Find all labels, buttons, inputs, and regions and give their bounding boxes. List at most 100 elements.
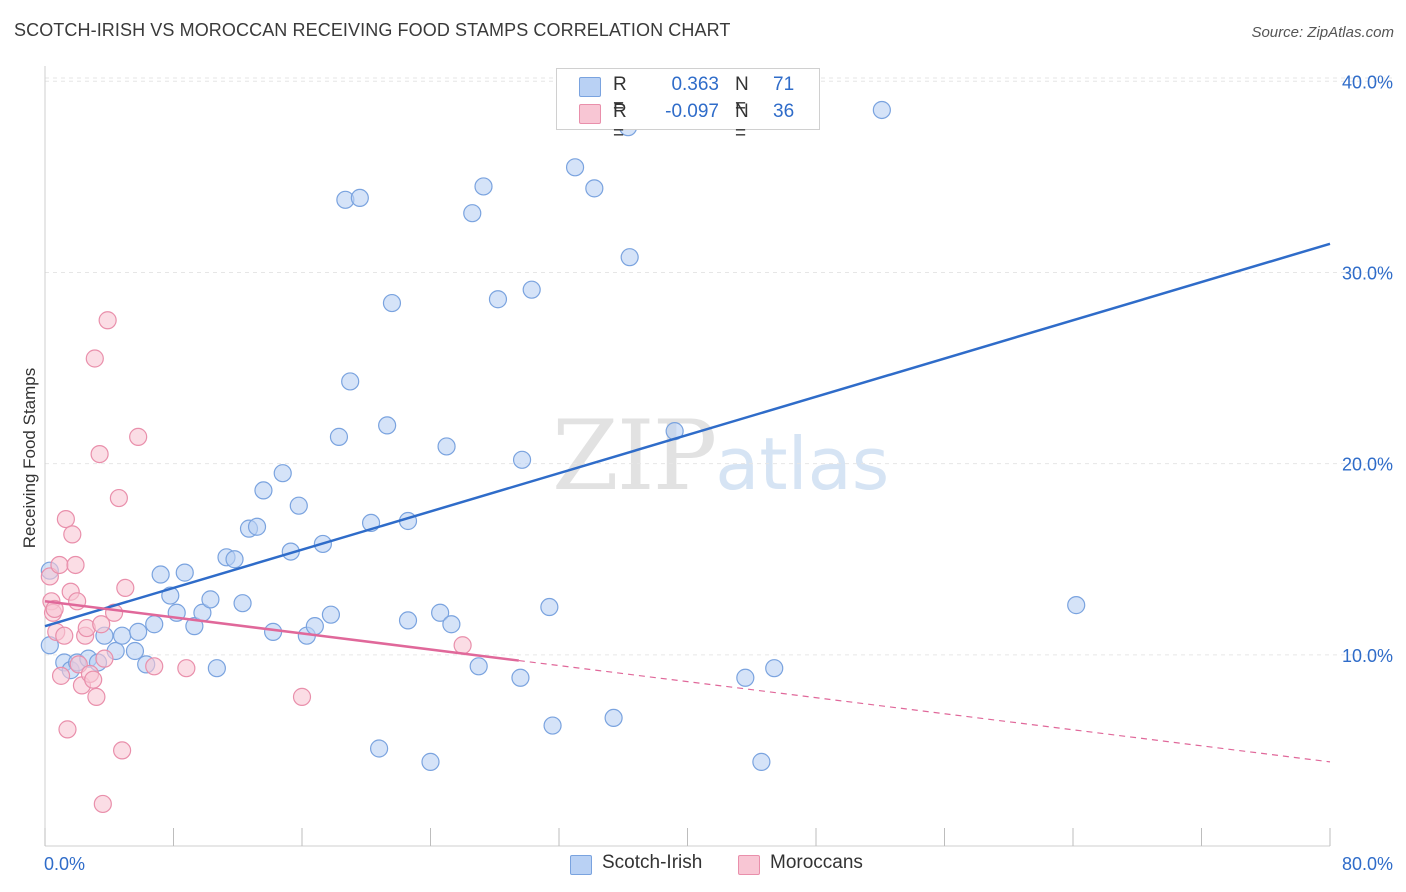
moroccan-point [116, 578, 135, 598]
stats-swatch-scotch-irish [579, 77, 601, 97]
stats-n-value: 71 [773, 74, 795, 95]
stats-r-value: -0.097 [665, 101, 719, 122]
scotch-irish-point [175, 563, 194, 582]
scotch-irish-point [125, 641, 145, 661]
stats-n-value: 36 [773, 101, 795, 122]
stats-n-label: N = [735, 101, 749, 144]
legend-label: Scotch-Irish [602, 852, 703, 873]
scotch-irish-point [382, 293, 402, 313]
scotch-irish-point [1067, 596, 1086, 615]
scotch-irish-point [765, 659, 784, 678]
scotch-irish-trendline [44, 242, 1331, 628]
moroccan-point [84, 670, 103, 689]
moroccan-point [87, 687, 106, 706]
moroccan-point [93, 794, 112, 814]
legend-swatch-scotch-irish [570, 855, 592, 875]
scotch-irish-point [185, 617, 204, 636]
scotch-irish-point [145, 615, 164, 634]
scotch-irish-point [469, 657, 488, 676]
moroccan-point [55, 626, 74, 645]
scotch-irish-point [565, 158, 585, 177]
scotch-irish-point [321, 605, 341, 624]
moroccan-point [177, 659, 196, 678]
scotch-irish-point [370, 739, 389, 758]
scotch-irish-point [273, 464, 292, 483]
scotch-irish-point [225, 550, 244, 569]
scotch-irish-point [151, 565, 170, 584]
scotch-irish-point [474, 177, 493, 196]
stats-r-label: R = [613, 101, 627, 144]
moroccan-point [90, 444, 109, 464]
scotch-irish-point [341, 372, 360, 391]
moroccan-point [129, 427, 148, 446]
y-tick-label: 30.0% [1342, 263, 1393, 283]
moroccan-point [98, 311, 117, 330]
scotch-irish-point [263, 622, 283, 641]
scotch-irish-point [431, 603, 450, 622]
scotch-irish-point [511, 668, 530, 687]
chart-title: SCOTCH-IRISH VS MOROCCAN RECEIVING FOOD … [14, 20, 731, 40]
watermark-zip: ZIP [552, 400, 717, 512]
moroccan-point [85, 349, 104, 368]
stats-box: R = 0.363 N = 71 R = -0.097 N = 36 [556, 68, 820, 144]
scotch-irish-point [872, 100, 891, 120]
scotch-irish-point [620, 248, 639, 267]
y-tick-label: 40.0% [1342, 72, 1393, 92]
moroccan-point [45, 599, 64, 619]
scotch-irish-point [201, 590, 220, 609]
scotch-irish-point [398, 611, 418, 630]
x-tick-label-max: 80.0% [1342, 854, 1393, 874]
scotch-irish-point [350, 188, 369, 208]
scotch-irish-point [254, 481, 273, 500]
scotch-irish-point [112, 626, 132, 645]
moroccan-point [66, 555, 85, 575]
moroccan-point [112, 741, 132, 760]
scotch-irish-point [289, 496, 308, 515]
stats-r-value: 0.363 [671, 74, 719, 95]
scotch-irish-point [522, 280, 541, 299]
scotch-irish-point [421, 752, 440, 771]
moroccan-point [453, 636, 472, 655]
moroccan-trendline-extension [518, 659, 1331, 763]
scotch-irish-point [604, 708, 623, 728]
scotch-irish-point [329, 427, 349, 446]
moroccan-point [58, 720, 77, 739]
moroccan-point [145, 657, 164, 676]
scotch-irish-point [437, 437, 456, 456]
moroccan-point [56, 509, 75, 529]
scotch-irish-point [378, 416, 397, 435]
scotch-irish-point [247, 517, 267, 536]
scotch-irish-point [207, 659, 226, 678]
moroccan-point [92, 615, 111, 634]
x-tick-label-min: 0.0% [44, 854, 85, 874]
legend-label: Moroccans [770, 852, 863, 873]
scotch-irish-point [512, 450, 532, 469]
scotch-irish-point [305, 617, 324, 636]
scotch-irish-point [463, 204, 482, 223]
y-tick-label: 10.0% [1342, 646, 1393, 666]
legend-swatch-moroccans [738, 855, 760, 875]
moroccan-point [51, 666, 71, 685]
scotch-irish-point [543, 716, 562, 735]
scotch-irish-point [736, 668, 755, 687]
scotch-irish-point [442, 615, 461, 634]
moroccan-point [50, 555, 69, 575]
moroccan-point [63, 525, 82, 544]
scotch-irish-point [488, 290, 508, 309]
moroccan-point [95, 649, 114, 668]
source-credit: Source: ZipAtlas.com [1251, 24, 1394, 41]
stats-n-label: N = [735, 74, 749, 117]
watermark: ZIPatlas [552, 400, 889, 512]
stats-r-label: R = [613, 74, 627, 117]
moroccan-point [292, 687, 312, 706]
scotch-irish-point [585, 179, 604, 198]
scotch-irish-point [752, 752, 771, 771]
moroccan-trendline [44, 600, 519, 662]
scotch-irish-point [540, 597, 559, 617]
scotch-irish-point [233, 594, 252, 613]
y-tick-label: 20.0% [1342, 455, 1393, 475]
moroccan-point [109, 488, 128, 508]
scotch-irish-point [129, 622, 148, 641]
stats-swatch-moroccans [579, 104, 601, 124]
